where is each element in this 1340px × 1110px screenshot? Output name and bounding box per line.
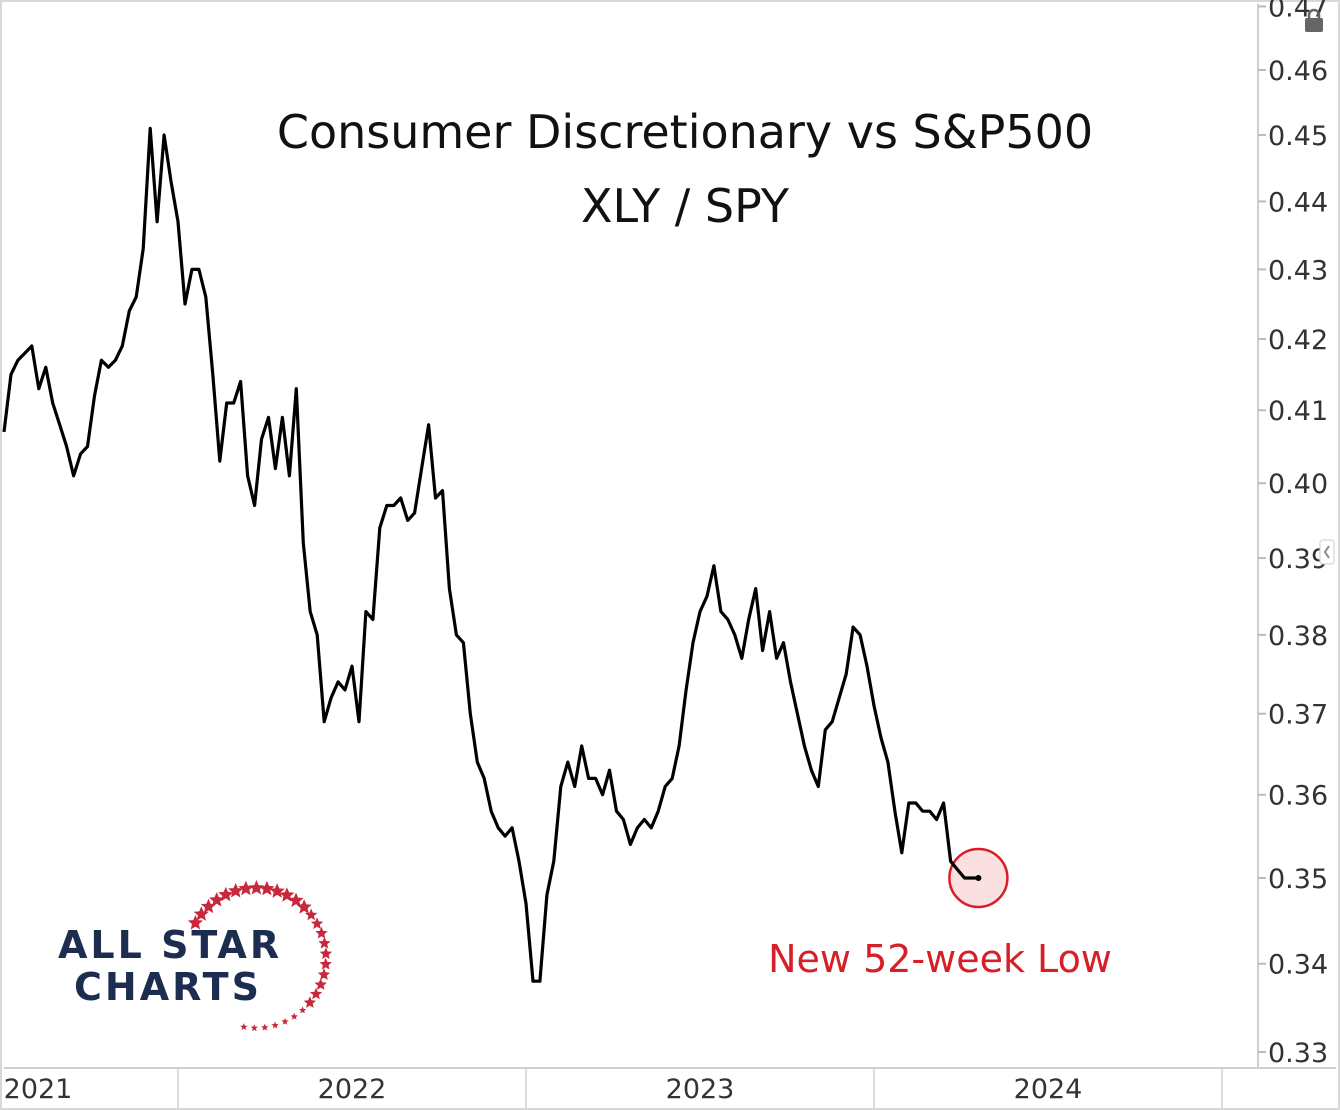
y-tick-label: 0.35 bbox=[1268, 864, 1328, 895]
y-tick-label: 0.44 bbox=[1268, 187, 1328, 218]
logo-star bbox=[305, 908, 318, 921]
y-tick-label: 0.41 bbox=[1268, 396, 1328, 427]
logo-star bbox=[248, 880, 264, 895]
series-line bbox=[2, 126, 979, 983]
logo-star bbox=[187, 915, 203, 930]
logo-star bbox=[209, 892, 225, 907]
logo-line1: ALL STAR bbox=[58, 923, 282, 967]
y-tick-label: 0.47 bbox=[1268, 0, 1328, 23]
y-tick-label: 0.39 bbox=[1268, 544, 1328, 575]
logo-star bbox=[319, 947, 333, 959]
y-tick-label: 0.45 bbox=[1268, 121, 1328, 152]
logo-star bbox=[317, 968, 331, 980]
logo-line2: CHARTS bbox=[74, 965, 262, 1009]
y-tick-label: 0.40 bbox=[1268, 469, 1328, 500]
logo-star bbox=[281, 1017, 289, 1025]
annotation-layer: New 52-week Low bbox=[768, 847, 1112, 981]
logo-star bbox=[218, 886, 234, 902]
y-tick-label: 0.43 bbox=[1268, 255, 1328, 286]
chart-subtitle: XLY / SPY bbox=[581, 179, 790, 233]
logo-star bbox=[193, 906, 209, 921]
logo-star bbox=[269, 883, 285, 898]
logo-star bbox=[303, 996, 317, 1008]
logo-star bbox=[250, 1024, 258, 1032]
y-tick-label: 0.38 bbox=[1268, 621, 1328, 652]
y-tick-label: 0.34 bbox=[1268, 950, 1328, 981]
x-axis: 20212022202320242025 bbox=[4, 1068, 1223, 1108]
y-tick-label: 0.42 bbox=[1268, 325, 1328, 356]
x-tick-label: 2021 bbox=[4, 1074, 73, 1105]
logo-star bbox=[228, 883, 244, 898]
logo-star bbox=[299, 1006, 307, 1014]
x-tick-label: 2023 bbox=[666, 1074, 735, 1105]
logo-star bbox=[271, 1021, 279, 1029]
logo-star bbox=[200, 898, 217, 914]
logo-star bbox=[318, 936, 331, 949]
logo-star bbox=[319, 957, 332, 970]
y-tick-label: 0.33 bbox=[1268, 1038, 1328, 1069]
y-axis: 0.33 0.34 0.35 0.36 0.37 0.38 0.39 0.40 0.41 0.42… bbox=[1258, 0, 1328, 1069]
logo-star bbox=[315, 926, 328, 939]
series-layer bbox=[2, 126, 982, 983]
logo-star bbox=[290, 1012, 298, 1020]
last-point bbox=[975, 875, 982, 882]
logo-star bbox=[259, 880, 275, 896]
all-star-charts-logo: ALL STAR CHARTS bbox=[58, 880, 333, 1032]
logo-star bbox=[309, 987, 323, 1000]
lock-icon[interactable] bbox=[1305, 8, 1323, 32]
y-tick-label: 0.46 bbox=[1268, 56, 1328, 87]
x-tick-label: 2024 bbox=[1014, 1074, 1083, 1105]
y-tick-label: 0.37 bbox=[1268, 700, 1328, 731]
new-low-label: New 52-week Low bbox=[768, 937, 1112, 981]
logo-star bbox=[288, 892, 304, 907]
logo-star bbox=[240, 1023, 248, 1030]
chart-title: Consumer Discretionary vs S&P500 bbox=[277, 105, 1093, 159]
y-tick-label: 0.36 bbox=[1268, 781, 1328, 812]
logo-stars bbox=[187, 880, 333, 1032]
logo-star bbox=[238, 880, 254, 896]
logo-star bbox=[314, 978, 327, 990]
logo-star bbox=[261, 1023, 269, 1031]
logo-star bbox=[296, 899, 312, 914]
logo-star bbox=[310, 917, 324, 929]
x-tick-label: 2022 bbox=[318, 1074, 387, 1105]
chevron-left-icon[interactable] bbox=[1319, 539, 1335, 565]
